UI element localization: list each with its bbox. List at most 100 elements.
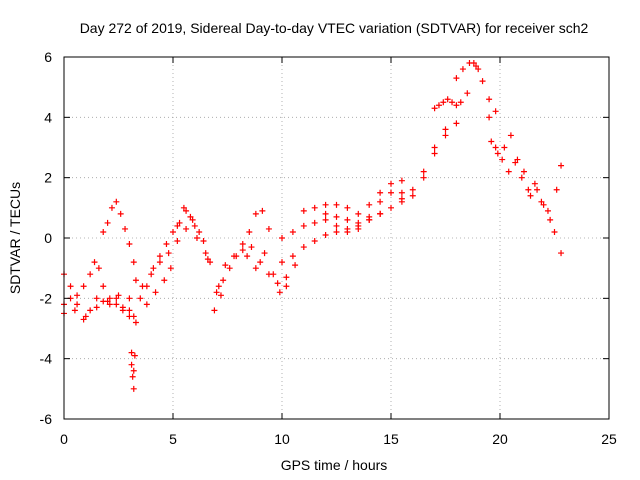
series-rise_to_6h_c [143, 204, 200, 308]
data-point [499, 156, 506, 163]
data-point [279, 235, 285, 241]
x-tick-label: 5 [169, 431, 177, 447]
y-axis-title: SDTVAR / TECUs [7, 182, 23, 294]
data-point [165, 250, 172, 257]
x-tick-label: 0 [60, 431, 68, 447]
data-point [252, 210, 259, 217]
data-point [115, 292, 122, 299]
data-point [220, 277, 227, 284]
data-point [449, 99, 456, 106]
series-descent_a [486, 114, 565, 257]
data-point [67, 283, 74, 290]
data-point [207, 259, 214, 266]
data-point [547, 216, 554, 223]
data-point [505, 168, 512, 175]
data-point [231, 253, 238, 260]
data-point [486, 96, 493, 103]
data-point [431, 105, 438, 112]
data-point [82, 313, 89, 320]
data-point [311, 219, 318, 226]
data-point [130, 313, 137, 320]
data-point [420, 174, 427, 181]
data-point [531, 180, 538, 187]
data-point [244, 253, 251, 260]
data-point [435, 102, 442, 109]
data-point [442, 126, 449, 133]
data-point [131, 352, 138, 359]
series-peak [453, 60, 499, 115]
data-point [388, 204, 394, 211]
data-point [274, 280, 281, 287]
data-point [333, 222, 340, 229]
data-point [126, 241, 133, 248]
data-point [163, 241, 170, 248]
data-point [189, 216, 196, 223]
data-point [187, 213, 194, 220]
data-point [514, 156, 521, 163]
data-point [132, 319, 139, 326]
data-point [93, 304, 100, 311]
data-point [180, 204, 187, 211]
data-point [222, 262, 229, 269]
data-point [80, 283, 87, 290]
data-point [87, 271, 94, 278]
data-point [150, 265, 157, 272]
data-point [100, 283, 107, 290]
data-point [292, 262, 299, 269]
data-point [333, 201, 340, 208]
data-point [106, 295, 113, 302]
data-point [388, 180, 394, 187]
data-point [398, 177, 405, 184]
data-point [259, 207, 266, 214]
data-points-layer [61, 60, 565, 392]
data-point [156, 259, 163, 266]
data-point [398, 189, 405, 196]
data-point [518, 174, 525, 181]
data-point [113, 301, 120, 308]
data-point [398, 198, 405, 205]
data-point [80, 316, 87, 323]
data-point [311, 204, 318, 211]
data-point [551, 228, 558, 235]
data-point [558, 250, 565, 257]
series-trace_a [61, 259, 139, 326]
data-point [248, 244, 255, 251]
data-point [74, 292, 81, 299]
data-point [183, 225, 190, 232]
data-point [93, 295, 100, 302]
data-point [174, 222, 181, 229]
data-point [252, 265, 259, 272]
data-point [106, 301, 113, 308]
data-point [453, 120, 460, 127]
data-point [311, 238, 318, 245]
data-point [74, 301, 81, 308]
data-point [257, 259, 264, 266]
data-point [108, 204, 115, 211]
data-point [126, 295, 133, 302]
y-tick-label: 2 [44, 170, 52, 186]
data-point [344, 228, 351, 235]
data-point [95, 265, 102, 272]
chart-title: Day 272 of 2019, Sidereal Day-to-day VTE… [80, 20, 589, 36]
data-point [113, 295, 120, 302]
data-point [492, 108, 499, 115]
data-point [152, 289, 159, 296]
x-tick-label: 25 [601, 431, 617, 447]
data-point [440, 99, 447, 106]
data-point [464, 90, 471, 97]
data-point [130, 259, 137, 266]
data-point [215, 283, 222, 290]
data-point [344, 204, 351, 211]
data-point [322, 216, 329, 223]
series-rise_to_6h_b [139, 222, 207, 290]
data-point [453, 102, 460, 109]
data-point [217, 292, 224, 299]
data-point [501, 144, 508, 151]
data-point [377, 210, 384, 217]
data-point [174, 238, 181, 245]
data-point [128, 361, 135, 368]
data-point [104, 219, 111, 226]
data-point [265, 225, 272, 232]
data-point [279, 259, 285, 266]
data-point [91, 259, 98, 266]
